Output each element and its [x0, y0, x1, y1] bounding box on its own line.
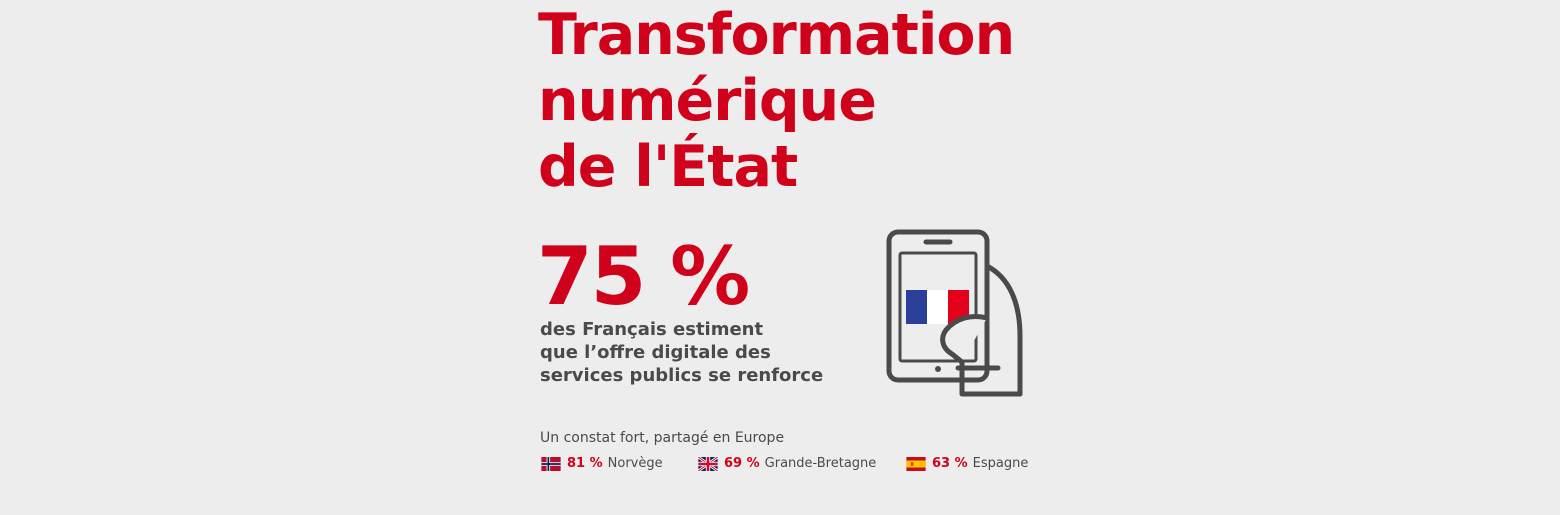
country-percent: 81 % — [567, 456, 603, 471]
title-line-3: de l'État — [538, 134, 798, 200]
stat-description-line-2: que l’offre digitale des — [540, 342, 771, 363]
country-spain: 63 % Espagne — [905, 456, 1028, 471]
spain-flag-icon — [906, 456, 926, 471]
stat-value: 75 % — [537, 230, 750, 323]
stat-description-line-3: services publics se renforce — [540, 365, 824, 386]
title-line-1: Transformation — [538, 2, 1015, 68]
stat-description-line-1: des Français estiment — [540, 319, 764, 340]
uk-flag-icon — [697, 456, 719, 471]
title-line-2: numérique — [538, 68, 877, 134]
country-name: Grande-Bretagne — [764, 456, 877, 471]
country-name: Espagne — [972, 456, 1029, 471]
europe-heading: Un constat fort, partagé en Europe — [540, 430, 785, 446]
country-percent: 69 % — [724, 456, 760, 471]
norway-flag-icon — [541, 456, 561, 471]
country-percent: 63 % — [932, 456, 968, 471]
france-flag-icon — [906, 290, 969, 324]
country-uk: 69 % Grande-Bretagne — [697, 456, 876, 471]
page-title: Transformation numérique de l'État — [538, 2, 1058, 200]
country-name: Norvège — [607, 456, 663, 471]
hand-holding-phone-icon — [886, 229, 1023, 397]
country-norway: 81 % Norvège — [540, 456, 663, 471]
stat-description: des Français estiment que l’offre digita… — [540, 318, 870, 387]
